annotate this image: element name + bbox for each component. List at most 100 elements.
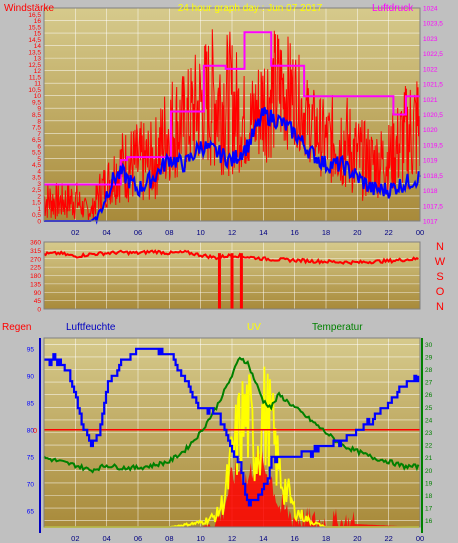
wind-y-tick: 4 xyxy=(37,168,41,175)
uv-axis-label: UV xyxy=(247,322,261,333)
wind-gust-series xyxy=(43,29,421,221)
pressure-y-tick: 1023 xyxy=(423,36,438,43)
wind-y-tick: 5,5 xyxy=(32,150,41,157)
wind-y-tick: 8 xyxy=(37,118,41,125)
wind-x-tick: 04 xyxy=(102,228,110,237)
climate-x-tick: 02 xyxy=(71,534,79,543)
wind-y-tick: 0 xyxy=(37,219,41,226)
climate-x-tick: 22 xyxy=(384,534,392,543)
direction-y-tick: 225 xyxy=(30,265,41,272)
rain-axis-tick: 0 xyxy=(33,428,37,435)
pressure-y-tick: 1017 xyxy=(423,219,438,226)
temperature-y-tick: 23 xyxy=(425,430,433,437)
compass-label: N xyxy=(436,301,444,313)
climate-x-tick: 08 xyxy=(165,534,173,543)
wind-y-tick: 5 xyxy=(37,156,41,163)
wind-y-tick: 7 xyxy=(37,131,41,138)
climate-x-tick: 12 xyxy=(228,534,236,543)
pressure-y-tick: 1020,5 xyxy=(423,112,443,119)
wind-y-tick: 12 xyxy=(34,68,42,75)
direction-y-tick: 45 xyxy=(34,298,42,305)
humidity-y-tick: 85 xyxy=(27,400,35,407)
temperature-y-tick: 17 xyxy=(425,506,433,513)
climate-x-tick: 14 xyxy=(259,534,267,543)
direction-y-tick: 0 xyxy=(37,307,41,314)
climate-x-tick: 20 xyxy=(353,534,361,543)
wind-x-tick: 20 xyxy=(353,228,361,237)
pressure-y-tick: 1019 xyxy=(423,158,438,165)
wind-y-tick: 0,5 xyxy=(32,212,41,219)
climate-x-tick: 10 xyxy=(196,534,204,543)
temperature-y-tick: 16 xyxy=(425,518,433,525)
wind-x-tick: 14 xyxy=(259,228,267,237)
pressure-axis-label: Luftdruck xyxy=(372,3,414,14)
rain-series xyxy=(44,446,420,527)
wind-x-tick: 06 xyxy=(134,228,142,237)
wind-y-tick: 1 xyxy=(37,206,41,213)
wind-x-tick: 16 xyxy=(290,228,298,237)
wind-x-tick: 22 xyxy=(384,228,392,237)
temperature-y-tick: 20 xyxy=(425,468,433,475)
wind-axis-label: Windstärke xyxy=(4,3,54,14)
temperature-y-tick: 25 xyxy=(425,405,433,412)
wind-average-series xyxy=(44,106,421,225)
pressure-y-tick: 1018,5 xyxy=(423,173,443,180)
wind-x-tick: 12 xyxy=(228,228,236,237)
wind-y-tick: 16,5 xyxy=(28,12,41,19)
wind-y-tick: 8,5 xyxy=(32,112,41,119)
temperature-series xyxy=(43,356,420,474)
pressure-y-tick: 1022 xyxy=(423,66,438,73)
wind-y-tick: 11,5 xyxy=(29,74,42,81)
climate-x-tick: 18 xyxy=(322,534,330,543)
wind-y-tick: 13 xyxy=(34,56,42,63)
direction-y-tick: 135 xyxy=(30,281,41,288)
wind-y-tick: 3,5 xyxy=(32,175,41,182)
direction-y-tick: 360 xyxy=(30,240,41,247)
wind-y-tick: 9 xyxy=(37,106,41,113)
rain-axis-label: Regen xyxy=(2,322,31,333)
humidity-y-tick: 65 xyxy=(27,508,35,515)
wind-y-tick: 11 xyxy=(34,81,41,88)
direction-y-tick: 315 xyxy=(30,248,41,255)
wind-y-tick: 4,5 xyxy=(32,162,41,169)
temperature-y-tick: 29 xyxy=(425,354,433,361)
direction-y-tick: 180 xyxy=(30,273,41,280)
pressure-y-tick: 1021 xyxy=(423,97,438,104)
pressure-y-tick: 1023,5 xyxy=(423,21,443,28)
wind-y-tick: 12,5 xyxy=(28,62,41,69)
temperature-y-tick: 18 xyxy=(425,493,433,500)
climate-x-tick: 06 xyxy=(134,534,142,543)
wind-y-tick: 10 xyxy=(34,93,42,100)
temperature-y-tick: 28 xyxy=(425,367,433,374)
wind-x-tick: 10 xyxy=(196,228,204,237)
compass-label: N xyxy=(436,241,444,253)
compass-label: S xyxy=(436,271,443,283)
pressure-y-tick: 1021,5 xyxy=(423,82,443,89)
wind-y-tick: 2 xyxy=(37,193,41,200)
wind-y-tick: 16 xyxy=(34,18,42,25)
wind-y-tick: 1,5 xyxy=(32,200,41,207)
wind-y-tick: 3 xyxy=(37,181,41,188)
wind-y-tick: 14 xyxy=(34,43,42,50)
pressure-y-tick: 1024 xyxy=(423,6,438,13)
humidity-y-tick: 80 xyxy=(27,427,35,434)
wind-x-tick: 02 xyxy=(71,228,79,237)
wind-y-tick: 15 xyxy=(34,31,42,38)
wind-y-tick: 15,5 xyxy=(28,24,41,31)
temperature-y-tick: 22 xyxy=(425,443,433,450)
temperature-y-tick: 24 xyxy=(425,417,433,424)
humidity-y-tick: 75 xyxy=(27,454,35,461)
compass-label: O xyxy=(436,286,445,298)
climate-x-tick: 00 xyxy=(416,534,424,543)
pressure-y-tick: 1019,5 xyxy=(423,142,443,149)
temperature-y-tick: 21 xyxy=(425,455,433,462)
wind-x-tick: 00 xyxy=(416,228,424,237)
direction-plot-border xyxy=(43,241,421,310)
wind-plot-border xyxy=(43,7,421,222)
direction-y-tick: 270 xyxy=(30,256,41,263)
wind-x-tick: 18 xyxy=(322,228,330,237)
chart-title: 24 hour graph day : Jun 07 2017 xyxy=(178,3,323,14)
climate-x-tick: 04 xyxy=(102,534,110,543)
